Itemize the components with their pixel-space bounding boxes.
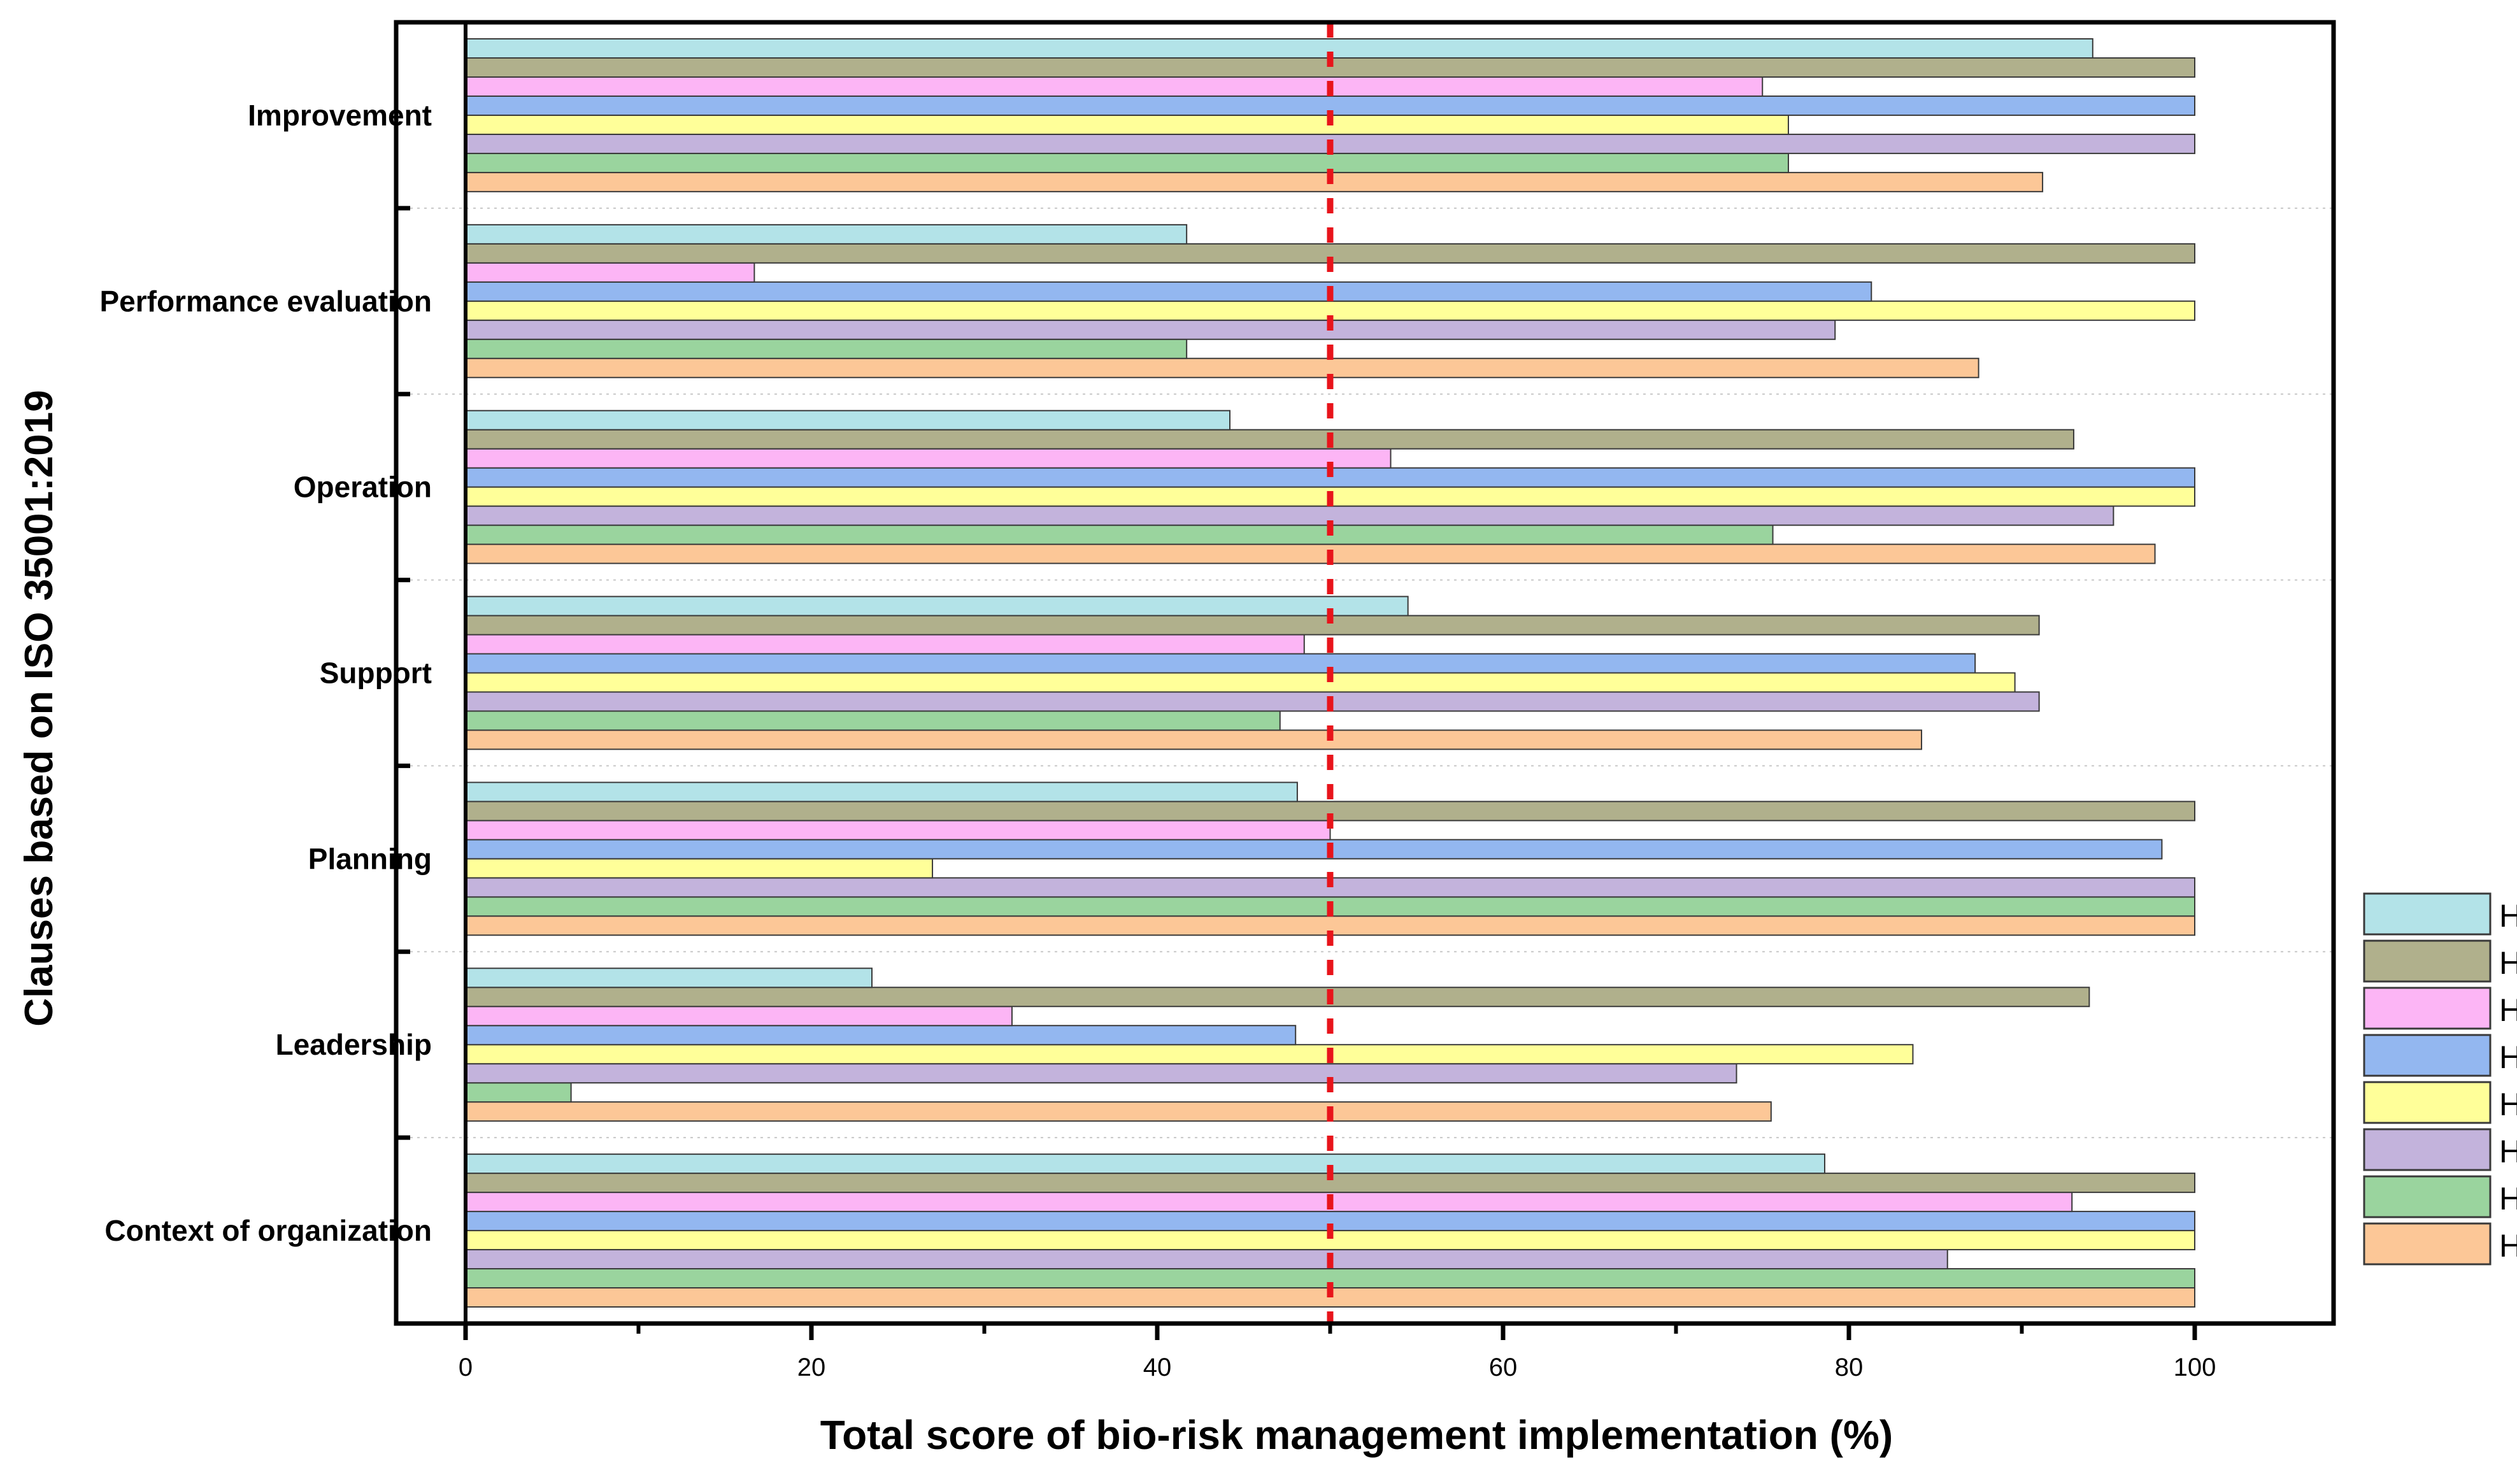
bar-h2-operation	[465, 524, 1774, 545]
bar-h1-improvement	[465, 171, 2044, 192]
category-label: Support	[320, 657, 432, 690]
plot-frame	[394, 20, 2336, 1326]
legend-label-h2: H2	[2499, 1181, 2517, 1216]
bar-h5-support	[465, 653, 1976, 674]
bar-h1-support	[465, 729, 1923, 750]
legend: H8 H7 H6 H5 H4 H3 H2 H1	[2363, 892, 2517, 1266]
legend-swatch-h1	[2363, 1222, 2492, 1266]
legend-label-h5: H5	[2499, 1039, 2517, 1075]
x-tick-label: 100	[2174, 1353, 2216, 1381]
bar-h2-performance-evaluation	[465, 338, 1188, 359]
category-label: Leadership	[276, 1028, 432, 1061]
legend-label-h6: H6	[2499, 992, 2517, 1028]
bar-h8-operation	[465, 410, 1231, 431]
bar-h3-support	[465, 691, 2040, 712]
x-tick-label: 20	[797, 1353, 826, 1381]
bar-h5-planning	[465, 839, 2163, 860]
category-label: Operation	[294, 471, 432, 504]
bar-h7-leadership	[465, 987, 2090, 1008]
category-label: Performance evaluation	[99, 285, 432, 318]
bar-h2-support	[465, 710, 1281, 731]
legend-label-h8: H8	[2499, 898, 2517, 934]
bar-h6-support	[465, 634, 1305, 655]
category-label: Improvement	[248, 99, 432, 132]
bar-h4-planning	[465, 858, 934, 879]
bar-h7-operation	[465, 429, 2074, 450]
x-axis-title: Total score of bio-risk management imple…	[820, 1412, 1893, 1458]
bar-h4-leadership	[465, 1044, 1914, 1065]
legend-swatch-h8	[2363, 892, 2492, 936]
x-tick-label: 40	[1143, 1353, 1172, 1381]
bar-h1-leadership	[465, 1101, 1772, 1122]
tick-labels: 0 20 40 60 80 100	[459, 1353, 2216, 1381]
x-tick-label: 0	[459, 1353, 473, 1381]
bar-h2-improvement	[465, 152, 1789, 173]
bar-h8-context-of-organization	[465, 1153, 1825, 1174]
legend-swatch-h6	[2363, 987, 2492, 1030]
grid-lines	[396, 207, 2334, 1139]
bar-h3-operation	[465, 505, 2114, 526]
bar-h6-planning	[465, 820, 1331, 841]
bar-h8-performance-evaluation	[465, 224, 1188, 245]
bar-h6-performance-evaluation	[465, 262, 755, 283]
legend-swatch-h3	[2363, 1128, 2492, 1171]
bar-h4-improvement	[465, 114, 1789, 135]
bar-h8-leadership	[465, 967, 873, 988]
legend-label-h4: H4	[2499, 1087, 2517, 1122]
axes	[394, 20, 2336, 1340]
legend-swatch-h4	[2363, 1081, 2492, 1124]
y-axis-title: Clauses based on ISO 35001:2019	[17, 390, 61, 1026]
bar-h4-support	[465, 672, 2016, 693]
legend-label-h3: H3	[2499, 1134, 2517, 1169]
bar-h8-improvement	[465, 38, 2093, 59]
legend-swatch-h7	[2363, 939, 2492, 983]
bar-h7-support	[465, 615, 2040, 636]
category-label: Planning	[308, 842, 432, 875]
x-tick-label: 80	[1835, 1353, 1864, 1381]
bar-h5-performance-evaluation	[465, 281, 1872, 302]
bar-h6-operation	[465, 448, 1392, 469]
bar-h6-improvement	[465, 76, 1764, 97]
bar-h3-leadership	[465, 1063, 1737, 1084]
bar-h1-operation	[465, 543, 2156, 564]
legend-label-h7: H7	[2499, 945, 2517, 981]
bar-h3-performance-evaluation	[465, 319, 1836, 340]
category-label: Context of organization	[104, 1214, 432, 1247]
bar-h8-support	[465, 596, 1409, 617]
category-labels: Context of organization Leadership Plannin…	[99, 99, 432, 1247]
bars	[465, 38, 2195, 1308]
bar-h6-leadership	[465, 1006, 1013, 1027]
bar-h2-leadership	[465, 1082, 572, 1103]
bar-h1-performance-evaluation	[465, 357, 1979, 378]
legend-swatch-h2	[2363, 1175, 2492, 1218]
legend-swatch-h5	[2363, 1034, 2492, 1077]
bar-h5-leadership	[465, 1025, 1297, 1046]
bar-h8-planning	[465, 781, 1298, 803]
bar-h6-context-of-organization	[465, 1192, 2073, 1213]
x-tick-label: 60	[1489, 1353, 1518, 1381]
legend-label-h1: H1	[2499, 1228, 2517, 1264]
bar-h3-context-of-organization	[465, 1249, 1948, 1270]
